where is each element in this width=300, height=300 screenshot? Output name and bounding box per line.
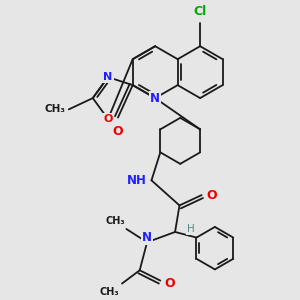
Text: N: N	[142, 231, 152, 244]
Text: O: O	[103, 114, 113, 124]
Text: O: O	[113, 125, 123, 138]
Text: CH₃: CH₃	[105, 216, 125, 226]
Text: O: O	[206, 189, 217, 202]
Text: H: H	[188, 224, 195, 234]
Text: NH: NH	[127, 174, 147, 187]
Text: N: N	[150, 92, 160, 105]
Text: CH₃: CH₃	[45, 104, 66, 114]
Text: Cl: Cl	[194, 5, 207, 18]
Text: CH₃: CH₃	[99, 286, 119, 296]
Text: N: N	[103, 72, 113, 82]
Text: O: O	[165, 277, 176, 290]
